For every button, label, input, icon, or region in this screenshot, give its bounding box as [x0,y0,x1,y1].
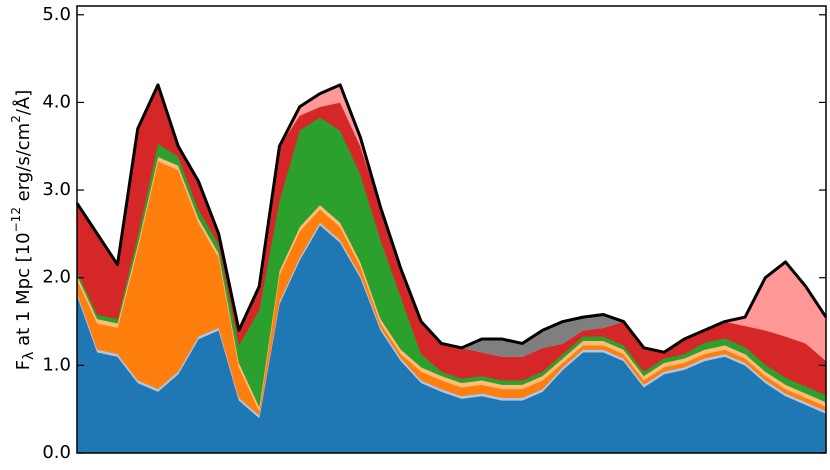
y-tick-label: 5.0 [42,4,71,25]
y-tick-label: 4.0 [42,91,71,112]
y-axis-label-part: λ [21,352,37,360]
plot-area [75,83,828,454]
y-axis-label-part: −12 [9,207,23,232]
y-tick-label: 2.0 [42,267,71,288]
y-axis-label-part: 2 [9,115,23,123]
outline [75,83,828,354]
y-axis-label-part: F [13,360,34,370]
y-tick-label: 0.0 [42,442,71,463]
y-tick-label: 1.0 [42,354,71,375]
y-axis-label-part: /Å] [12,90,34,115]
y-axis-label-part: erg/s/cm [13,123,34,207]
plot-frame [76,5,827,454]
y-tick-label: 3.0 [42,179,71,200]
y-axis-label-part: at 1 Mpc [10 [13,232,34,351]
y-axis-label: Fλ at 1 Mpc [10−12 erg/s/cm2/Å] [9,90,38,371]
